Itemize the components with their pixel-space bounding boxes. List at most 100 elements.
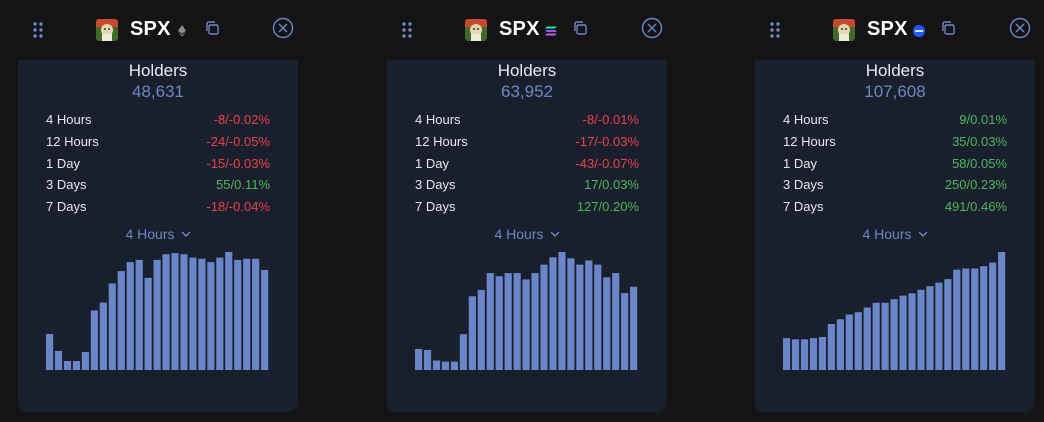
- stat-row: 1 Day -15/-0.03%: [46, 156, 270, 176]
- chart-bar: [549, 257, 557, 370]
- close-icon[interactable]: [641, 17, 663, 39]
- stat-label: 1 Day: [46, 156, 80, 171]
- stat-label: 12 Hours: [46, 134, 99, 149]
- chart-bar: [162, 254, 170, 370]
- holders-bar-chart: [415, 252, 638, 370]
- token-avatar: [96, 19, 118, 41]
- token-avatar: [465, 19, 487, 41]
- panel-header: [387, 0, 667, 60]
- chart-bar: [126, 262, 134, 370]
- chart-bar: [980, 266, 988, 370]
- chart-bar: [845, 314, 853, 370]
- chart-bar: [108, 283, 116, 370]
- stat-label: 1 Day: [783, 156, 817, 171]
- stat-value: 55/0.11%: [216, 177, 270, 192]
- chart-bar: [998, 252, 1006, 370]
- stat-value: 127/0.20%: [576, 199, 639, 214]
- copy-icon[interactable]: [204, 20, 220, 36]
- period-label: 4 Hours: [494, 226, 544, 242]
- stat-row: 4 Hours -8/-0.02%: [46, 112, 270, 132]
- chart-bar: [234, 259, 242, 370]
- stat-label: 4 Hours: [783, 112, 829, 127]
- copy-icon[interactable]: [572, 20, 588, 36]
- chart-bar: [818, 336, 826, 370]
- stat-row: 12 Hours -17/-0.03%: [415, 134, 639, 154]
- close-icon[interactable]: [1009, 17, 1031, 39]
- holders-count: 48,631: [132, 82, 184, 101]
- chart-bar: [953, 269, 961, 370]
- copy-icon[interactable]: [940, 20, 956, 36]
- stat-label: 3 Days: [46, 177, 87, 192]
- chart-bar: [567, 258, 575, 370]
- stat-value: -24/-0.05%: [206, 134, 270, 149]
- chart-bar: [144, 277, 152, 370]
- stat-row: 1 Day 58/0.05%: [783, 156, 1007, 176]
- chevron-down-icon: [181, 224, 191, 240]
- panel-header: [18, 0, 298, 60]
- stat-value: -8/-0.01%: [582, 112, 639, 127]
- period-dropdown[interactable]: 4 Hours: [755, 224, 1035, 242]
- stat-label: 7 Days: [415, 199, 456, 214]
- chart-bar: [252, 258, 260, 370]
- holders-count: 107,608: [864, 82, 926, 101]
- panel-header: [755, 0, 1035, 60]
- stat-label: 3 Days: [415, 177, 456, 192]
- ethereum-icon: [176, 24, 188, 37]
- holders-bar-chart: [46, 252, 269, 370]
- chart-bar: [504, 273, 512, 370]
- chart-bar: [935, 282, 943, 370]
- stat-row: 3 Days 17/0.03%: [415, 177, 639, 197]
- chart-bar: [863, 307, 871, 370]
- stat-label: 4 Hours: [415, 112, 461, 127]
- drag-handle-icon[interactable]: [32, 21, 44, 39]
- chart-bar: [423, 349, 432, 370]
- chart-bar: [513, 273, 521, 370]
- chevron-down-icon: [918, 224, 928, 240]
- period-dropdown[interactable]: 4 Hours: [18, 224, 298, 242]
- stat-value: -8/-0.02%: [213, 112, 270, 127]
- stat-label: 12 Hours: [415, 134, 468, 149]
- chart-bar: [881, 302, 889, 370]
- chart-bar: [603, 277, 611, 370]
- chart-bar: [944, 279, 952, 370]
- chart-bar: [54, 350, 63, 370]
- chart-bar: [783, 338, 791, 370]
- chart-bar: [594, 264, 602, 370]
- holders-bar-chart: [783, 252, 1006, 370]
- chart-bar: [486, 273, 494, 370]
- stat-label: 4 Hours: [46, 112, 92, 127]
- chart-bar: [800, 339, 809, 370]
- stat-value: -18/-0.04%: [206, 199, 270, 214]
- holders-count: 63,952: [501, 82, 553, 101]
- chart-bar: [612, 273, 620, 370]
- chart-bar: [926, 286, 934, 370]
- stat-row: 3 Days 55/0.11%: [46, 177, 270, 197]
- chart-bar: [450, 361, 458, 370]
- chart-bar: [872, 302, 880, 370]
- chart-bar: [216, 257, 224, 370]
- chart-bar: [522, 279, 530, 370]
- holders-title: Holders: [128, 61, 188, 80]
- chart-bar: [198, 258, 206, 370]
- chart-bar: [791, 339, 800, 370]
- stat-value: -17/-0.03%: [575, 134, 639, 149]
- stat-value: 9/0.01%: [959, 112, 1007, 127]
- chart-bar: [531, 273, 539, 370]
- period-label: 4 Hours: [862, 226, 912, 242]
- stat-row: 4 Hours -8/-0.01%: [415, 112, 639, 132]
- close-icon[interactable]: [272, 17, 294, 39]
- chart-bar: [827, 323, 835, 370]
- period-dropdown[interactable]: 4 Hours: [387, 224, 667, 242]
- chart-bar: [809, 338, 818, 370]
- drag-handle-icon[interactable]: [769, 21, 781, 39]
- stat-row: 7 Days 127/0.20%: [415, 199, 639, 219]
- stat-row: 7 Days -18/-0.04%: [46, 199, 270, 219]
- token-symbol: SPX: [130, 18, 171, 40]
- stat-row: 12 Hours 35/0.03%: [783, 134, 1007, 154]
- stat-row: 1 Day -43/-0.07%: [415, 156, 639, 176]
- chart-bar: [917, 289, 925, 370]
- drag-handle-icon[interactable]: [401, 21, 413, 39]
- chart-bar: [171, 253, 179, 370]
- chart-bar: [117, 271, 125, 370]
- chart-bar: [441, 361, 450, 370]
